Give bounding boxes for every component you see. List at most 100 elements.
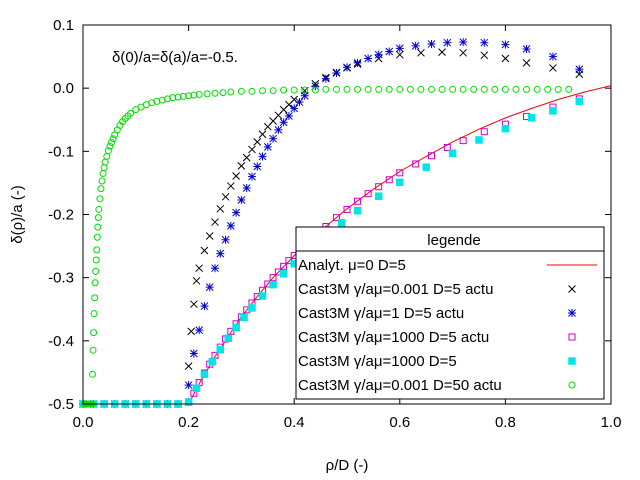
data-point <box>322 85 330 93</box>
data-point <box>94 214 102 222</box>
data-point <box>94 223 102 231</box>
data-point <box>269 134 278 143</box>
data-point <box>104 147 112 155</box>
data-point <box>174 93 182 101</box>
data-point <box>89 370 97 378</box>
data-point <box>100 164 108 172</box>
data-point <box>422 163 430 171</box>
data-point <box>237 195 246 204</box>
data-point <box>195 90 203 98</box>
data-point <box>203 90 211 98</box>
data-point <box>459 85 467 93</box>
x-tick-label: 0.4 <box>284 414 305 431</box>
data-point <box>337 218 346 227</box>
data-point <box>385 47 394 56</box>
data-point <box>227 88 235 96</box>
x-tick-label: 0.0 <box>73 414 94 431</box>
data-point <box>205 283 214 292</box>
x-tick-label: 0.8 <box>495 414 516 431</box>
x-axis-label: ρ/D (-) <box>326 457 369 474</box>
data-point <box>113 126 121 134</box>
data-point <box>237 162 246 170</box>
data-point <box>185 92 193 100</box>
legend-entry: Cast3M γ/aμ=0.001 D=50 actu <box>298 377 576 394</box>
data-point <box>528 114 536 122</box>
data-point <box>263 142 272 151</box>
data-point <box>364 190 372 198</box>
data-point <box>343 85 351 93</box>
y-tick-label: -0.1 <box>48 143 74 160</box>
y-tick-label: -0.4 <box>48 333 74 350</box>
data-point <box>295 98 304 107</box>
data-point <box>232 208 241 217</box>
data-point <box>332 214 340 222</box>
data-point <box>216 204 225 213</box>
legend-swatch <box>568 309 576 317</box>
data-point <box>321 74 330 83</box>
data-point <box>248 304 256 312</box>
data-point <box>575 65 584 74</box>
data-point <box>101 158 109 166</box>
legend-swatch <box>568 381 576 389</box>
data-point <box>226 221 235 230</box>
data-point <box>221 235 230 244</box>
data-point <box>412 160 420 168</box>
data-point <box>280 86 288 94</box>
data-point <box>258 152 267 161</box>
data-point <box>396 178 404 187</box>
data-point <box>195 264 204 273</box>
data-point <box>417 85 425 93</box>
legend-label: Cast3M γ/aμ=0.001 D=5 actu <box>298 281 493 298</box>
data-point <box>443 144 451 152</box>
data-point <box>395 44 404 53</box>
data-point <box>237 87 245 95</box>
data-point <box>258 130 267 139</box>
data-point <box>92 256 100 264</box>
data-point <box>232 323 240 332</box>
data-point <box>375 85 383 93</box>
data-point <box>211 89 219 97</box>
data-point <box>354 85 362 93</box>
data-point <box>240 313 248 322</box>
data-point <box>253 162 262 171</box>
plot-frame <box>82 24 612 405</box>
data-point <box>459 137 467 145</box>
legend-label: Cast3M γ/aμ=1 D=5 actu <box>298 305 464 322</box>
data-point <box>232 172 240 180</box>
data-point <box>90 310 98 318</box>
data-point <box>459 38 468 47</box>
data-point <box>427 85 435 93</box>
legend-label: Cast3M γ/aμ=1000 D=5 actu <box>298 329 489 346</box>
data-point <box>375 183 383 191</box>
data-point <box>396 169 404 177</box>
data-point <box>169 94 177 102</box>
data-point <box>364 54 373 63</box>
data-point <box>522 59 531 67</box>
x-tick-label: 0.2 <box>178 414 199 431</box>
data-point <box>91 279 99 287</box>
data-point <box>395 50 404 59</box>
data-point <box>512 85 520 93</box>
data-point <box>216 249 225 258</box>
data-point <box>523 85 531 93</box>
data-point <box>211 264 219 273</box>
x-tick-label: 1.0 <box>601 414 622 431</box>
data-point <box>332 85 340 93</box>
data-point <box>533 85 541 93</box>
data-point <box>227 327 235 335</box>
legend: legende Analyt. μ=0 D=5 Cast3M γ/aμ=0.001 … <box>295 226 605 400</box>
legend-label: Cast3M γ/aμ=0.001 D=50 actu <box>298 377 502 394</box>
data-point <box>354 197 362 205</box>
axes: 0.0 0.2 0.4 0.6 0.8 1.0 -0.5 -0.4 -0.3 -0.2 -0.1 0.… <box>48 17 621 431</box>
data-point <box>491 85 499 93</box>
data-point <box>385 85 393 93</box>
legend-title: legende <box>427 232 480 249</box>
y-tick-label: 0.0 <box>53 80 74 97</box>
data-point <box>97 185 105 193</box>
x-tick-label: 0.6 <box>389 414 410 431</box>
data-point <box>106 142 114 150</box>
data-point <box>417 48 425 57</box>
data-point <box>343 205 351 213</box>
data-point <box>247 172 256 181</box>
data-point <box>364 85 372 93</box>
